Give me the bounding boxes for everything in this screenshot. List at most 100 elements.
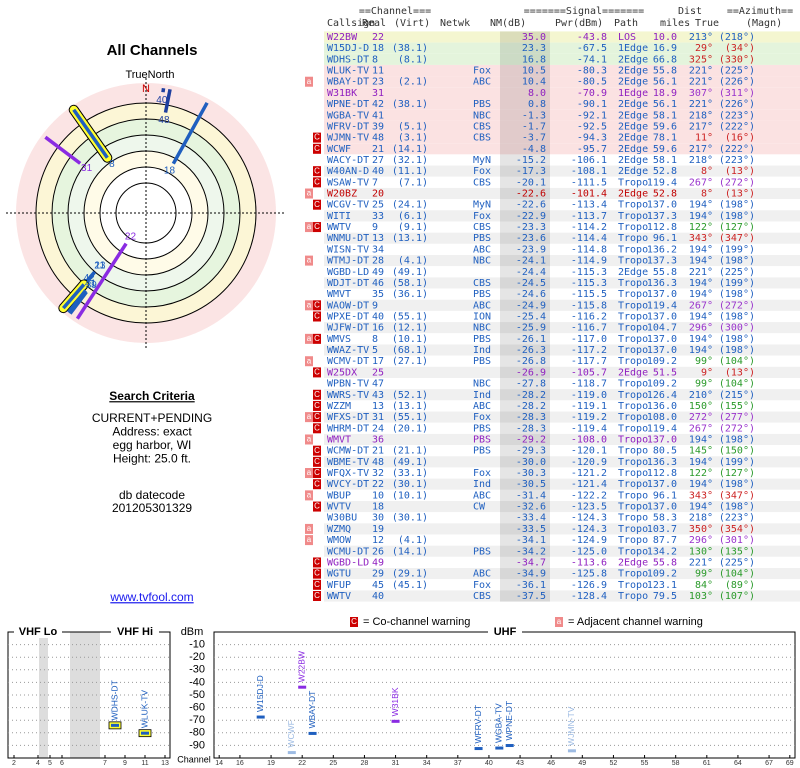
table-cell: 84°	[695, 580, 713, 591]
warning-box	[313, 591, 321, 601]
x-tick-label: 46	[547, 760, 555, 767]
x-tick-label: 58	[672, 760, 680, 767]
warning-box	[313, 143, 321, 154]
table-cell: -123.5	[571, 502, 607, 513]
table-cell: WGTU	[327, 569, 351, 580]
table-cell: 9	[372, 222, 378, 233]
table-cell: LOS	[618, 32, 636, 43]
datecode-label: db datecode	[119, 488, 185, 502]
spoke-label: 8	[109, 159, 115, 170]
site-link[interactable]: www.tvfool.com	[109, 590, 193, 604]
warning-letter: C	[314, 334, 320, 343]
spoke-label: 31	[81, 163, 93, 174]
table-cell: Tropo	[618, 211, 648, 222]
table-cell: WCMU-DT	[327, 546, 369, 557]
table-cell: 16.8	[522, 54, 546, 65]
table-cell: Tropo	[618, 222, 648, 233]
search-line: CURRENT+PENDING	[92, 411, 212, 425]
table-cell: Tropo	[618, 580, 648, 591]
table-cell: (198°)	[719, 345, 755, 356]
table-cell: PBS	[473, 446, 491, 457]
table-cell: 2Edge	[618, 110, 648, 121]
y-tick-label: -60	[189, 702, 205, 714]
warning-box	[313, 579, 321, 590]
warning-letter: C	[314, 166, 320, 175]
table-cell: -28.2	[516, 390, 546, 401]
spoke	[171, 101, 209, 165]
table-cell: WFQX-TV	[327, 468, 369, 479]
table-cell: WFUP	[327, 580, 351, 591]
table-cell: Tropo	[618, 446, 648, 457]
table-cell: 218°	[689, 110, 713, 121]
table-cell: (104°)	[719, 356, 755, 367]
table-cell: 12	[372, 535, 384, 546]
table-cell: 9	[372, 300, 378, 311]
table-cell: 23	[372, 77, 384, 88]
legend-letter: a	[557, 617, 562, 626]
table-cell: NBC	[473, 323, 491, 334]
x-tick-label: 64	[734, 760, 742, 767]
table-cell: WMVT	[327, 434, 351, 445]
row-background	[324, 98, 800, 110]
table-cell: -37.5	[516, 591, 546, 602]
warning-box	[305, 300, 313, 311]
table-cell: 78.1	[653, 133, 677, 144]
table-cell: 18.9	[653, 88, 677, 99]
table-cell: 5	[372, 345, 378, 356]
warning-box	[313, 177, 321, 188]
table-cell: 134.2	[647, 546, 677, 557]
table-cell: CBS	[473, 222, 491, 233]
table-cell: (218°)	[719, 32, 755, 43]
table-cell: Tropo	[618, 356, 648, 367]
table-cell: Tropo	[618, 300, 648, 311]
table-cell: 130°	[689, 546, 713, 557]
table-cell: -124.9	[571, 535, 607, 546]
warning-box	[305, 490, 313, 501]
table-cell: (29.1)	[392, 569, 428, 580]
table-cell: (199°)	[719, 244, 755, 255]
table-cell: Fox	[473, 211, 491, 222]
warning-letter: a	[307, 300, 312, 309]
table-cell: -94.3	[577, 133, 607, 144]
table-cell: WPXE-DT	[327, 312, 369, 323]
table-cell: CBS	[473, 177, 491, 188]
row-background	[324, 456, 800, 468]
warning-letter: C	[314, 502, 320, 511]
table-cell: Tropo	[618, 457, 648, 468]
row-background	[324, 299, 800, 311]
table-cell: 2Edge	[618, 77, 648, 88]
table-cell: W20BZ	[327, 189, 357, 200]
warning-box	[313, 389, 321, 400]
table-cell: -117.0	[571, 334, 607, 345]
table-cell: W40AN-D	[327, 166, 369, 177]
table-cell: (225°)	[719, 557, 755, 568]
warning-letter: C	[314, 468, 320, 477]
table-cell: 55.8	[653, 66, 677, 77]
warning-letter: C	[314, 580, 320, 589]
table-cell: 123.1	[647, 580, 677, 591]
table-cell: (30.1)	[392, 513, 428, 524]
marker-label: WDHS-DT	[109, 680, 119, 720]
table-cell: Tropo	[618, 423, 648, 434]
table-cell: W25DX	[327, 367, 357, 378]
table-cell: 194°	[689, 278, 713, 289]
table-cell: (10.1)	[392, 490, 428, 501]
table-cell: 194°	[689, 502, 713, 513]
table-cell: (107°)	[719, 591, 755, 602]
row-background	[324, 76, 800, 88]
spoke-label: 11	[95, 261, 106, 272]
warning-box	[305, 255, 313, 266]
table-cell: 8	[372, 54, 378, 65]
table-cell: 109.2	[647, 379, 677, 390]
marker	[298, 685, 307, 689]
table-cell: -115.5	[571, 289, 607, 300]
row-background	[324, 534, 800, 546]
spoke-label: 39	[86, 280, 98, 291]
column-header: (Magn)	[746, 18, 782, 29]
table-cell: Tropo	[618, 256, 648, 267]
table-cell: -114.8	[571, 244, 607, 255]
table-cell: 46	[372, 278, 384, 289]
site-link-text[interactable]: www.tvfool.com	[109, 590, 193, 604]
table-cell: Tropo	[618, 312, 648, 323]
